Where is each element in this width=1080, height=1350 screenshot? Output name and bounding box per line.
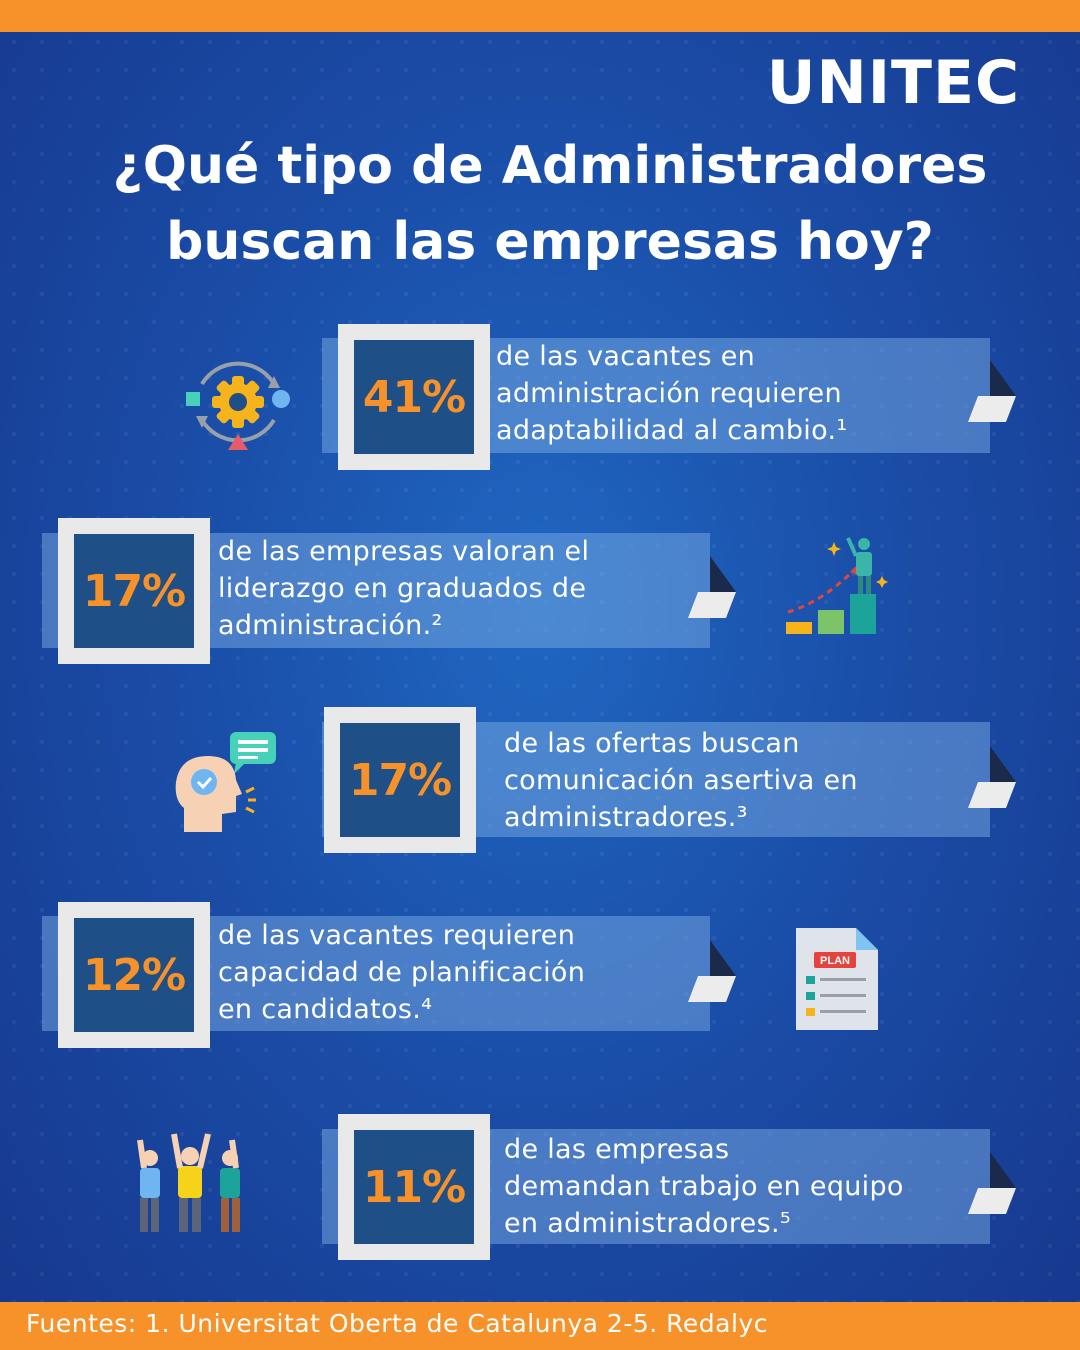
stat-tile: 11%: [338, 1114, 490, 1260]
stat-percent: 17%: [82, 565, 186, 617]
desc-line: comunicación asertiva en: [504, 765, 858, 796]
desc-line: en candidatos.⁴: [218, 994, 433, 1025]
ribbon-fold: [688, 556, 736, 618]
desc-line: de las empresas: [504, 1134, 730, 1165]
desc-line: de las ofertas buscan: [504, 728, 800, 759]
sources-footnote: Fuentes: 1. Universitat Oberta de Catalu…: [26, 1309, 768, 1338]
ribbon-fold: [968, 746, 1016, 808]
ribbon-fold: [968, 360, 1016, 422]
desc-line: de las vacantes en: [496, 341, 756, 372]
stat-percent: 17%: [348, 754, 452, 806]
gear-cycle-icon: [186, 361, 290, 450]
stat-description: de las vacantes en administración requie…: [496, 338, 847, 449]
desc-line: de las empresas valoran el: [218, 536, 590, 567]
stat-tile: 17%: [324, 707, 476, 853]
title-line-1: ¿Qué tipo de Administradores: [112, 136, 988, 196]
ribbon-fold: [968, 1152, 1016, 1214]
ribbon-fold: [688, 940, 736, 1002]
desc-line: administradores.³: [504, 802, 748, 833]
brand-logo: UNITEC: [766, 48, 1020, 118]
stat-description: de las ofertas buscan comunicación asert…: [504, 725, 858, 836]
desc-line: capacidad de planificación: [218, 957, 586, 988]
desc-line: en administradores.⁵: [504, 1208, 791, 1239]
stat-description: de las vacantes requieren capacidad de p…: [218, 917, 585, 1028]
stat-tile: 12%: [58, 902, 210, 1048]
desc-line: de las vacantes requieren: [218, 920, 576, 951]
page-title: ¿Qué tipo de Administradores buscan las …: [40, 128, 1060, 280]
desc-line: administración.²: [218, 610, 443, 641]
desc-line: demandan trabajo en equipo: [504, 1171, 904, 1202]
desc-line: administración requieren: [496, 378, 842, 409]
top-accent-bar: [0, 0, 1080, 32]
stat-tile: 41%: [338, 324, 490, 470]
stat-description: de las empresas demandan trabajo en equi…: [504, 1131, 904, 1242]
stat-percent: 41%: [362, 371, 466, 423]
desc-line: liderazgo en graduados de: [218, 573, 587, 604]
head-speech-icon: [175, 732, 276, 832]
plan-document-icon: PLAN: [796, 928, 878, 1030]
teamwork-icon: [137, 1133, 240, 1232]
svg-text:PLAN: PLAN: [820, 955, 850, 967]
stat-percent: 11%: [362, 1161, 466, 1213]
desc-line: adaptabilidad al cambio.¹: [496, 415, 848, 446]
bottom-accent-bar: [0, 1302, 1080, 1350]
stat-percent: 12%: [82, 949, 186, 1001]
leader-growth-icon: [786, 537, 888, 634]
title-line-2: buscan las empresas hoy?: [166, 212, 934, 272]
stat-description: de las empresas valoran el liderazgo en …: [218, 533, 589, 644]
stat-tile: 17%: [58, 518, 210, 664]
